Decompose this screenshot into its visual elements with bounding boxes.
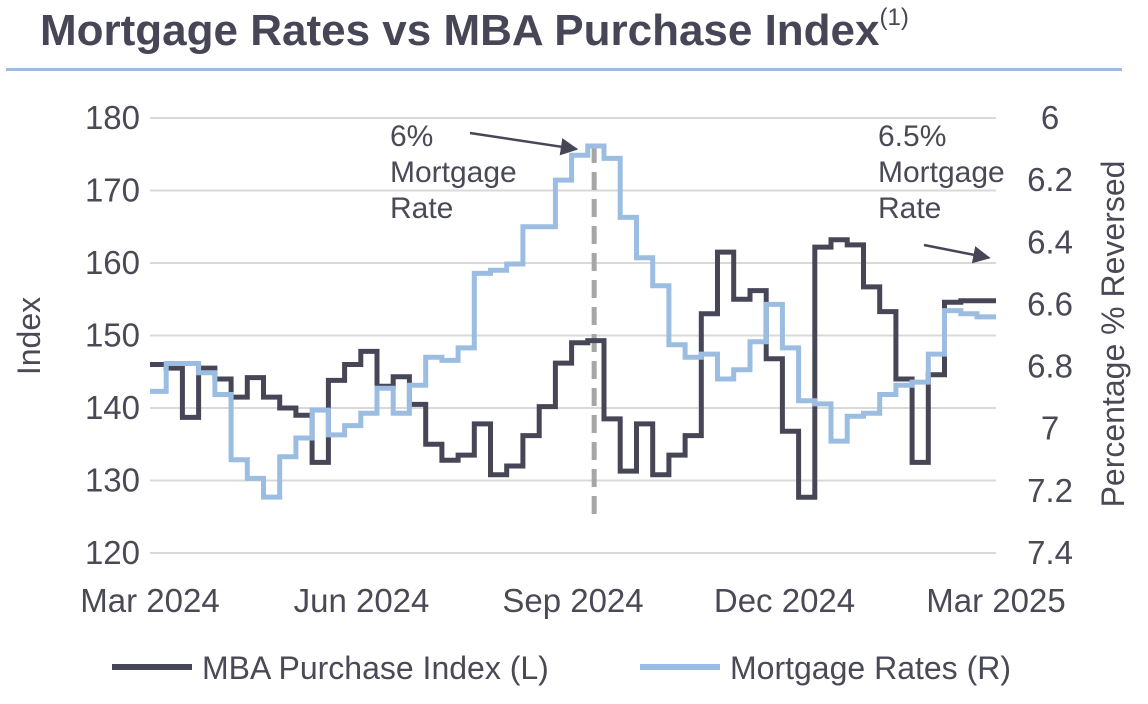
series-group: [150, 143, 996, 500]
axes: Index Percentage % Reversed 180 170 160 150…: [11, 99, 1131, 619]
x-tick-label: Mar 2025: [926, 582, 1065, 619]
y-tick-right: 6: [1041, 99, 1059, 136]
y-tick-left: 170: [85, 172, 140, 209]
series-line-mortgage-rates: [150, 143, 996, 500]
title-footnote: (1): [879, 4, 909, 32]
x-tick-label: Mar 2024: [80, 582, 219, 619]
y-axis-left-title: Index: [11, 297, 47, 375]
y-tick-right: 7.4: [1027, 534, 1073, 571]
y-axis-right-title: Percentage % Reversed: [1095, 161, 1131, 508]
y-tick-right: 6.6: [1027, 285, 1073, 322]
gridlines: [150, 117, 996, 554]
annotation-text: Mortgage: [878, 156, 1005, 189]
x-tick-label: Jun 2024: [294, 582, 430, 619]
annotation-text: 6.5%: [878, 120, 946, 153]
x-tick-label: Dec 2024: [714, 582, 855, 619]
y-tick-left: 150: [85, 317, 140, 354]
y-tick-left: 140: [85, 389, 140, 426]
series-line-mba-purchase-index: [150, 237, 996, 500]
y-tick-left: 160: [85, 244, 140, 281]
annotation-text: 6%: [390, 120, 433, 153]
chart-title: Mortgage Rates vs MBA Purchase Index(1): [40, 4, 909, 56]
y-tick-right: 7: [1041, 410, 1059, 447]
y-tick-right: 6.4: [1027, 223, 1073, 260]
title-rule: [6, 68, 1122, 71]
y-tick-right: 6.2: [1027, 161, 1073, 198]
annotation-text: Rate: [390, 192, 453, 225]
annotation-text: Rate: [878, 192, 941, 225]
legend-label: Mortgage Rates (R): [730, 650, 1011, 686]
chart-title-text: Mortgage Rates vs MBA Purchase Index: [40, 6, 880, 55]
annotation-arrow: [469, 131, 579, 156]
y-tick-right: 6.8: [1027, 348, 1073, 385]
x-tick-label: Sep 2024: [502, 582, 643, 619]
legend: MBA Purchase Index (L) Mortgage Rates (R): [112, 650, 1011, 686]
annotation-text: Mortgage: [390, 156, 517, 189]
y-tick-left: 120: [85, 534, 140, 571]
y-tick-right: 7.2: [1027, 472, 1073, 509]
legend-label: MBA Purchase Index (L): [202, 650, 549, 686]
annotation-arrow: [923, 243, 991, 264]
y-tick-left: 180: [85, 99, 140, 136]
y-tick-left: 130: [85, 462, 140, 499]
